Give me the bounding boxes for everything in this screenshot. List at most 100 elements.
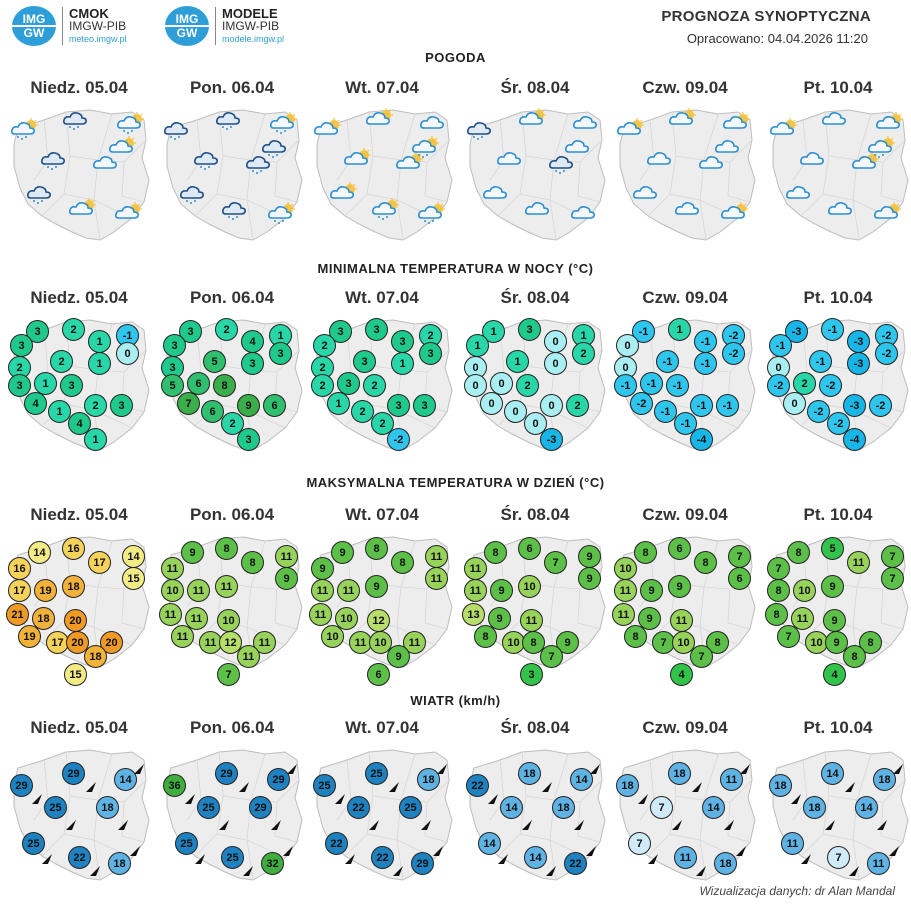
tmin-value: 1 (88, 352, 111, 375)
tmin-map-day-4[interactable]: 1 3 1 1 0 2 0 1 0 0 0 2 0 0 0 2 0 -3 (460, 310, 610, 460)
tmax-value: 9 (821, 575, 844, 598)
tmin-value: 1 (572, 324, 595, 347)
tmax-value: 10 (217, 609, 240, 632)
tmin-value: -2 (767, 374, 790, 397)
tmin-value: -3 (847, 330, 870, 353)
logo-org: IMGW-PIB (222, 18, 280, 33)
cloud-icon (714, 136, 744, 158)
tmin-map-day-6[interactable]: -3 -1 -2 -1 -3 -2 0 -1 -3 -2 2 -2 0 -2 -3 -2 -2 -4 (763, 310, 911, 460)
tmax-value: 11 (161, 557, 184, 580)
tmin-map-day-1[interactable]: 3 2 -1 3 1 0 2 2 1 3 1 3 4 1 2 3 4 1 (4, 310, 154, 460)
wind-direction-arrow (638, 794, 648, 804)
tmax-map-day-2[interactable]: 9 8 11 11 8 9 10 11 11 11 11 10 11 11 12 11 11 7 (157, 527, 307, 686)
wind-map-day-4[interactable]: 22 18 14 14 18 14 14 22 (460, 740, 610, 890)
tmax-value: 17 (88, 551, 111, 574)
weather-map-day-1[interactable] (4, 100, 154, 250)
tmax-value: 20 (66, 631, 89, 654)
tmax-value: 7 (652, 631, 675, 654)
tmin-value: -2 (807, 400, 830, 423)
weather-map-day-4[interactable] (460, 100, 610, 250)
tmin-map-day-3[interactable]: 3 3 2 2 3 3 2 3 1 2 3 2 1 2 3 3 2 -2 (307, 310, 457, 460)
wind-map-day-2[interactable]: 36 29 29 25 29 25 25 32 (157, 740, 307, 890)
wind-direction-arrow (498, 854, 508, 864)
cloud-icon (632, 182, 662, 204)
weather-map-day-6[interactable] (763, 100, 911, 250)
tmin-value: 4 (24, 392, 47, 415)
wind-speed-value: 14 (570, 768, 593, 791)
wind-direction-arrow (130, 846, 140, 856)
tmax-value: 16 (8, 557, 31, 580)
wind-speed-value: 14 (114, 768, 137, 791)
tmax-value: 7 (881, 567, 904, 590)
tmax-value: 10 (161, 579, 184, 602)
tmin-value: 3 (329, 320, 352, 343)
tmax-map-day-3[interactable]: 9 8 11 9 8 11 11 11 9 11 10 12 10 11 10 11 9 6 (307, 527, 457, 686)
tmin-value: -3 (540, 428, 563, 451)
wind-direction-arrow (590, 764, 600, 774)
wind-speed-value: 25 (399, 796, 422, 819)
tmax-value: 9 (578, 545, 601, 568)
tmax-value: 9 (488, 607, 511, 630)
tmax-value: 8 (634, 541, 657, 564)
tmax-value: 8 (843, 645, 866, 668)
tmin-value: -3 (843, 394, 866, 417)
tmax-value: 14 (28, 541, 51, 564)
tmax-value: 7 (540, 645, 563, 668)
cloud-sun-icon (343, 148, 373, 170)
tmax-value: 11 (425, 545, 448, 568)
wind-speed-value: 18 (873, 768, 896, 791)
tmin-map-day-5[interactable]: -1 1 -2 0 -1 -2 0 -1 -1 -1 -1 -1 -2 -1 -1 -1 -1 -4 (610, 310, 760, 460)
wind-speed-value: 36 (163, 774, 186, 797)
tmin-value: -1 (821, 318, 844, 341)
tmax-value: 11 (464, 557, 487, 580)
tmax-value: 10 (614, 557, 637, 580)
tmax-map-day-4[interactable]: 8 6 9 11 7 9 11 9 10 13 9 11 8 10 8 9 7 3 (460, 527, 610, 686)
wind-speed-value: 29 (411, 852, 434, 875)
day-label-weather: Wt. 07.04 (345, 78, 419, 97)
tmax-value: 9 (365, 575, 388, 598)
wind-map-day-5[interactable]: 18 18 11 7 14 7 11 18 (610, 740, 760, 890)
tmax-value: 8 (484, 541, 507, 564)
tmin-value: 4 (241, 330, 264, 353)
tmin-value: -1 (809, 350, 832, 373)
tmin-value: 3 (387, 394, 410, 417)
tmax-value: 8 (706, 631, 729, 654)
tmax-value: 18 (62, 575, 85, 598)
tmin-value: 3 (353, 350, 376, 373)
wind-map-day-6[interactable]: 18 14 18 18 14 11 7 11 (763, 740, 911, 890)
weather-map-day-3[interactable] (307, 100, 457, 250)
imgw-modele-logo[interactable]: IMG GW MODELE IMGW-PIB modele.imgw.pl (165, 6, 284, 46)
rain-cloud-icon (62, 108, 92, 130)
poland-map-outline (316, 109, 453, 241)
weather-map-day-5[interactable] (610, 100, 760, 250)
tmax-map-day-5[interactable]: 8 6 7 10 8 6 11 9 9 11 9 11 8 7 10 8 7 4 (610, 527, 760, 686)
cloud-icon (785, 182, 815, 204)
wind-direction-arrow (791, 794, 801, 804)
imgw-cmok-logo[interactable]: IMG GW CMOK IMGW-PIB meteo.imgw.pl (12, 6, 127, 46)
tmax-map-day-6[interactable]: 8 5 7 7 11 7 8 10 9 8 11 9 7 10 9 8 8 4 (763, 527, 911, 686)
tmin-value: 3 (269, 342, 292, 365)
day-label-wind: Wt. 07.04 (345, 718, 419, 737)
tmax-map-day-1[interactable]: 14 16 14 16 17 15 17 19 18 21 18 20 19 17 20 20 18 15 (4, 527, 154, 686)
logo-url[interactable]: modele.imgw.pl (222, 33, 285, 44)
tmin-value: 3 (365, 318, 388, 341)
wind-direction-arrow (437, 764, 447, 774)
tmin-value: 0 (480, 392, 503, 415)
wind-direction-arrow (389, 782, 399, 792)
section-title-wind: WIATR (km/h) (410, 693, 501, 708)
tmin-value: 1 (327, 392, 350, 415)
day-label-wind: Pon. 06.04 (189, 718, 275, 737)
logo-url[interactable]: meteo.imgw.pl (69, 33, 127, 44)
wind-map-day-1[interactable]: 29 29 14 25 18 25 22 18 (4, 740, 154, 890)
day-label-weather: Czw. 09.04 (642, 78, 728, 97)
tmax-value: 11 (253, 631, 276, 654)
wind-map-day-3[interactable]: 25 25 18 22 25 22 22 29 (307, 740, 457, 890)
weather-map-day-2[interactable] (157, 100, 307, 250)
cloud-sun-icon (722, 112, 752, 134)
wind-speed-value: 7 (827, 846, 850, 869)
tmax-value: 20 (64, 609, 87, 632)
wind-direction-arrow (86, 782, 96, 792)
day-label-tmax: Czw. 09.04 (642, 505, 728, 524)
tmax-value: 11 (171, 625, 194, 648)
